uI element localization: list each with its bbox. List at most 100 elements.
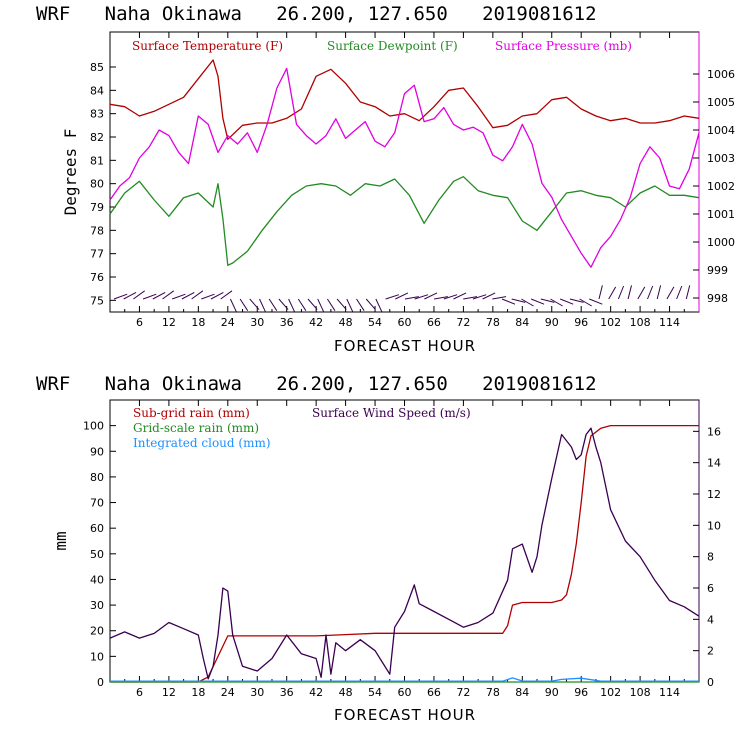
- x-tick-label: 114: [659, 686, 680, 699]
- wind-barb: [365, 298, 376, 310]
- y2-tick-label: 10: [707, 519, 721, 532]
- legend-entry-3: Surface Wind Speed (m/s): [312, 406, 471, 420]
- y2-tick-label: 0: [707, 676, 714, 689]
- top-x-ticks: 6 12 18 24 30 36 42 48 54 60 66 72 78 84 90 96 102 108 114: [124, 32, 685, 329]
- top-y-ticks: 75 76 77 78 79 80 81 82 83 84 85: [90, 61, 116, 307]
- y-tick-label: 0: [97, 676, 104, 689]
- y2-tick-label: 1000: [707, 236, 735, 249]
- wind-barb: [375, 298, 383, 312]
- y2-tick-label: 999: [707, 264, 728, 277]
- wind-barb: [472, 294, 487, 300]
- x-tick-label: 78: [486, 686, 500, 699]
- y-tick-label: 20: [90, 625, 104, 638]
- x-tick-label: 96: [574, 686, 588, 699]
- x-tick-label: 84: [515, 686, 529, 699]
- top-legend: Surface Temperature (F) Surface Dewpoint …: [132, 39, 632, 53]
- series-line-1: [109, 176, 700, 266]
- wind-barb: [637, 286, 646, 300]
- y-tick-label: 100: [83, 420, 104, 433]
- y-tick-label: 30: [90, 599, 104, 612]
- y-tick-label: 10: [90, 650, 104, 663]
- legend-entry-1: Surface Dewpoint (F): [327, 39, 458, 53]
- y2-tick-label: 16: [707, 425, 721, 438]
- wind-barb: [113, 293, 128, 300]
- wind-barb: [560, 298, 574, 305]
- wind-barb: [152, 291, 166, 300]
- x-tick-label: 24: [221, 686, 235, 699]
- wind-barb: [666, 286, 675, 300]
- y-tick-label: 78: [90, 224, 104, 237]
- x-tick-label: 18: [191, 316, 205, 329]
- x-tick-label: 54: [368, 316, 382, 329]
- x-tick-label: 12: [162, 316, 176, 329]
- wind-barb: [162, 290, 175, 300]
- top-y-axis-label: Degrees F: [61, 129, 80, 216]
- x-tick-label: 54: [368, 686, 382, 699]
- y-tick-label: 90: [90, 445, 104, 458]
- y-tick-label: 85: [90, 61, 104, 74]
- y2-tick-label: 1006: [707, 68, 735, 81]
- wind-barb: [229, 298, 237, 312]
- series-line-2: [109, 67, 700, 268]
- legend-entry-2: Integrated cloud (mm): [133, 436, 271, 450]
- y-tick-label: 50: [90, 548, 104, 561]
- wind-barb: [414, 294, 429, 300]
- x-tick-label: 48: [339, 686, 353, 699]
- bottom-y-ticks: 0 10 20 30 40 50 60 70 80 90 100: [83, 420, 116, 689]
- wind-barb: [676, 285, 683, 300]
- y2-tick-label: 1003: [707, 152, 735, 165]
- wind-barbs-strip: [113, 285, 691, 312]
- top-panel: WRF Naha Okinawa 26.200, 127.650 2019081…: [36, 3, 735, 355]
- wind-barb: [550, 298, 563, 307]
- wind-barb: [569, 298, 584, 303]
- y-tick-label: 82: [90, 131, 104, 144]
- wind-barb: [346, 298, 354, 312]
- y-tick-label: 60: [90, 522, 104, 535]
- x-tick-label: 72: [456, 316, 470, 329]
- y2-tick-label: 1004: [707, 124, 735, 137]
- wind-barb: [259, 298, 266, 312]
- wind-barb: [501, 298, 516, 305]
- x-tick-label: 90: [545, 686, 559, 699]
- y2-tick-label: 4: [707, 613, 714, 626]
- wind-barb: [482, 292, 496, 300]
- x-tick-label: 90: [545, 316, 559, 329]
- wind-barb: [463, 296, 478, 300]
- wind-barb: [326, 298, 336, 311]
- y2-tick-label: 6: [707, 582, 714, 595]
- wind-barb: [201, 293, 215, 300]
- wind-barb: [210, 291, 224, 300]
- x-tick-label: 18: [191, 686, 205, 699]
- wind-barb: [297, 298, 307, 311]
- bottom-title: WRF Naha Okinawa 26.200, 127.650 2019081…: [36, 373, 597, 395]
- wind-barb: [685, 285, 691, 300]
- wind-barb: [521, 298, 534, 307]
- series-line-0: [110, 424, 699, 683]
- wind-barb: [336, 298, 347, 310]
- bottom-y2-ticks: 0 2 4 6 8 10 12 14 16: [693, 425, 721, 689]
- wind-barb: [617, 285, 625, 300]
- x-tick-label: 102: [600, 316, 621, 329]
- wind-barb: [589, 298, 603, 305]
- x-tick-label: 114: [659, 316, 680, 329]
- wind-barb: [598, 285, 603, 300]
- x-tick-label: 48: [339, 316, 353, 329]
- y2-tick-label: 998: [707, 292, 728, 305]
- y-tick-label: 80: [90, 471, 104, 484]
- wind-barb: [307, 298, 318, 310]
- y2-tick-label: 2: [707, 645, 714, 658]
- wind-barb: [395, 292, 409, 300]
- wind-barb: [288, 298, 295, 312]
- wind-barb: [220, 290, 233, 300]
- wind-barb: [123, 291, 137, 300]
- y-tick-label: 40: [90, 573, 104, 586]
- x-tick-label: 108: [630, 316, 651, 329]
- wind-barb: [627, 285, 632, 300]
- wind-barb: [656, 285, 662, 300]
- x-tick-label: 66: [427, 686, 441, 699]
- wind-barb: [356, 298, 365, 311]
- x-tick-label: 72: [456, 686, 470, 699]
- wind-barb: [608, 286, 617, 300]
- wind-barb: [172, 293, 186, 300]
